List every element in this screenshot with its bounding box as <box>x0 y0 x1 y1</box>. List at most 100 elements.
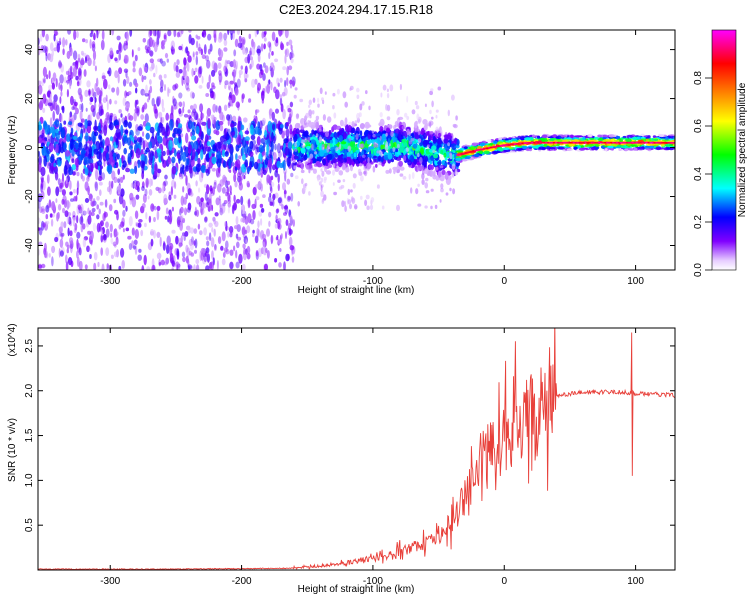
heatmap-cell <box>382 144 386 148</box>
heatmap-cell <box>214 244 217 250</box>
heatmap-cell <box>216 172 221 178</box>
heatmap-cell <box>98 181 103 186</box>
heatmap-cell <box>229 144 234 156</box>
heatmap-cell <box>244 65 248 75</box>
snr-y-axis: 0.51.01.52.02.5 <box>24 339 675 532</box>
heatmap-cell <box>107 164 113 175</box>
heatmap-cell <box>58 61 62 68</box>
heatmap-cell <box>48 142 54 153</box>
heatmap-cell <box>339 129 344 134</box>
heatmap-cell <box>557 146 565 150</box>
heatmap-cell <box>45 214 49 220</box>
heatmap-cell <box>218 195 221 201</box>
heatmap-cell <box>53 47 58 52</box>
heatmap-cell <box>225 225 229 231</box>
heatmap-cell <box>293 94 297 99</box>
heatmap-cell <box>288 236 293 247</box>
heatmap-cell <box>339 119 344 127</box>
heatmap-cell <box>241 263 246 270</box>
heatmap-cell <box>159 236 162 247</box>
heatmap-cell <box>113 198 117 204</box>
heatmap-cell <box>146 266 151 270</box>
heatmap-cell <box>72 135 78 140</box>
heatmap-cell <box>162 242 166 251</box>
heatmap-cell <box>289 124 293 132</box>
heatmap-cell <box>140 160 145 169</box>
heatmap-cell <box>83 236 89 241</box>
heatmap-cell <box>384 144 389 152</box>
heatmap-cell <box>120 113 123 118</box>
heatmap-cell <box>77 87 82 96</box>
heatmap-cell <box>176 59 180 66</box>
heatmap-cell <box>157 168 162 174</box>
heatmap-cell <box>613 139 619 142</box>
heatmap-cell <box>211 60 216 70</box>
heatmap-cell <box>528 146 532 149</box>
heatmap-cell <box>336 88 340 95</box>
heatmap-cell <box>304 137 308 143</box>
heatmap-cell <box>385 169 390 174</box>
heatmap-cell <box>191 135 197 141</box>
heatmap-cell <box>230 122 235 128</box>
heatmap-cell <box>428 170 432 177</box>
heatmap-cell <box>144 155 148 165</box>
heatmap-cell <box>322 99 325 105</box>
heatmap-cell <box>83 210 88 215</box>
heatmap-cell <box>57 204 62 211</box>
heatmap-cell <box>53 94 58 103</box>
heatmap-cell <box>147 195 150 200</box>
heatmap-cell <box>201 121 207 126</box>
heatmap-cell <box>61 189 66 196</box>
heatmap-cell <box>217 236 222 245</box>
heatmap-cell <box>140 154 146 163</box>
heatmap-cell <box>333 191 337 196</box>
heatmap-cell <box>257 121 261 129</box>
heatmap-cell <box>366 205 370 211</box>
heatmap-cell <box>142 120 147 127</box>
heatmap-cell <box>157 187 162 194</box>
heatmap-cell <box>616 135 621 139</box>
heatmap-cell <box>437 86 442 91</box>
heatmap-cell <box>166 149 170 156</box>
heatmap-cell <box>84 198 90 203</box>
heatmap-cell <box>285 231 287 239</box>
heatmap-cell <box>125 167 131 173</box>
heatmap-cell <box>244 136 250 142</box>
heatmap-cell <box>111 180 114 189</box>
heatmap-cell <box>49 42 54 52</box>
heatmap-cell <box>96 195 100 201</box>
heatmap-cell <box>282 159 286 171</box>
heatmap-cell <box>270 81 273 91</box>
heatmap-cell <box>283 261 286 270</box>
heatmap-cell <box>300 139 305 144</box>
heatmap-cell <box>421 179 425 186</box>
heatmap-cell <box>380 92 383 98</box>
heatmap-cell <box>274 58 279 63</box>
heatmap-cell <box>233 127 238 139</box>
heatmap-cell <box>219 124 224 132</box>
heatmap-cell <box>412 143 418 149</box>
heatmap-cell <box>401 139 406 143</box>
heatmap-cell <box>78 92 82 100</box>
heatmap-cell <box>493 140 498 144</box>
heatmap-cell <box>237 42 243 49</box>
heatmap-cell <box>286 178 291 185</box>
heatmap-cell <box>405 147 409 152</box>
heatmap-cell <box>179 173 184 180</box>
heatmap-cell <box>67 257 73 266</box>
heatmap-cell <box>135 222 138 227</box>
heatmap-cell <box>315 115 320 121</box>
heatmap-cell <box>263 43 266 50</box>
heatmap-cell <box>314 151 318 155</box>
heatmap-cell <box>431 100 434 108</box>
heatmap-cell <box>247 53 251 64</box>
heatmap-cell <box>86 80 91 88</box>
heatmap-cell <box>76 187 79 196</box>
heatmap-cell <box>262 161 265 172</box>
heatmap-cell <box>322 114 326 121</box>
heatmap-cell <box>292 219 295 227</box>
heatmap-cell <box>183 69 188 80</box>
heatmap-cell <box>72 99 77 104</box>
heatmap-cell <box>238 134 242 145</box>
